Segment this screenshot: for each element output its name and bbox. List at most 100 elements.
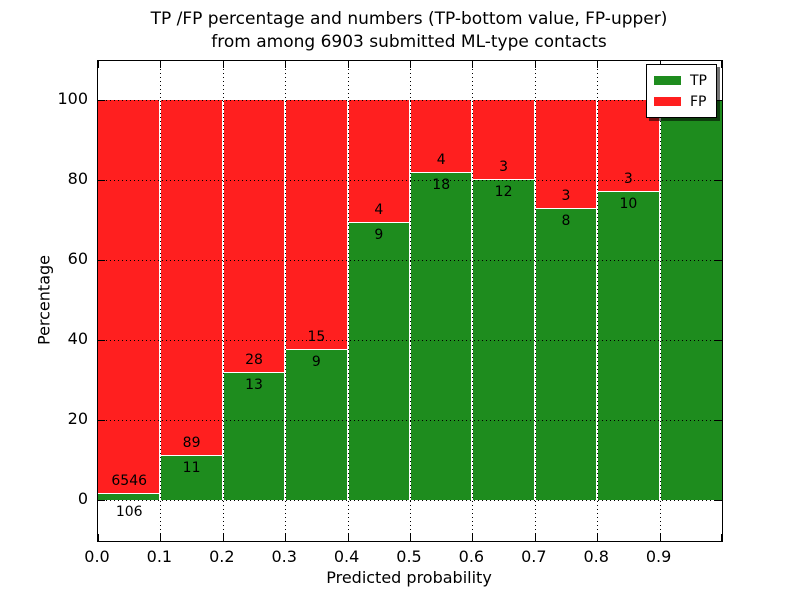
bar-segment-tp [222, 373, 286, 500]
y-tick-mark [98, 260, 105, 261]
fp-count-label: 4 [374, 202, 384, 219]
tp-count-label: 12 [494, 184, 513, 200]
y-tick-mark [98, 100, 105, 101]
bar-segment-tp [410, 172, 473, 500]
tp-count-label: 9 [374, 227, 384, 244]
tp-count-label: 10 [619, 196, 638, 213]
x-tick-mark [659, 534, 661, 541]
y-tick-mark [98, 340, 105, 341]
x-tick-mark-top [160, 61, 162, 68]
gridline-vertical [285, 61, 287, 541]
y-tick-mark-right [715, 100, 722, 101]
x-tick-label: 0.6 [458, 547, 485, 566]
fp-count-label: 6546 [111, 472, 148, 489]
fp-count-label: 4 [436, 151, 446, 168]
bar-segment-fp [98, 100, 161, 494]
y-tick-mark-right [715, 340, 722, 341]
plot-area: 654610689112813159494183123831012 [97, 60, 723, 542]
gridline-vertical [472, 61, 474, 541]
x-tick-mark-top [347, 61, 349, 68]
y-tick-mark [98, 420, 105, 421]
x-tick-mark [597, 534, 599, 541]
tp-count-label: 106 [115, 504, 143, 520]
x-tick-mark-top [285, 61, 287, 68]
x-tick-label: 0.0 [84, 547, 110, 566]
x-tick-mark [472, 534, 474, 541]
legend-entry-fp: FP [654, 91, 707, 112]
chart-title-line1: TP /FP percentage and numbers (TP-bottom… [150, 9, 668, 29]
bar-segment-fp [285, 100, 348, 350]
y-tick-mark [98, 180, 105, 181]
x-tick-mark-top [721, 61, 722, 68]
gridline-vertical [222, 61, 224, 541]
gridline-vertical [534, 61, 536, 541]
bar-segment-fp [534, 100, 598, 210]
y-tick-mark-right [715, 420, 722, 421]
y-tick-label: 80 [67, 169, 88, 188]
x-tick-mark-top [98, 61, 99, 68]
bar-segment-tp [659, 100, 722, 500]
y-tick-label: 100 [57, 89, 88, 108]
x-tick-label: 0.4 [333, 547, 360, 566]
x-tick-label: 0.9 [645, 547, 672, 566]
tp-count-label: 9 [311, 354, 321, 370]
gridline-vertical [160, 61, 162, 541]
bar-segment-tp [597, 192, 660, 500]
bar-segment-tp [534, 209, 598, 500]
chart-title-line2: from among 6903 submitted ML-type contac… [211, 32, 607, 52]
gridline-vertical [410, 61, 411, 541]
bar-segment-tp [98, 493, 161, 500]
x-tick-mark [222, 534, 224, 541]
legend: TP FP [646, 64, 717, 118]
bar-segment-tp [285, 350, 348, 500]
x-tick-mark [410, 534, 411, 541]
x-tick-label: 0.1 [146, 547, 173, 566]
legend-label-fp: FP [690, 93, 707, 110]
y-tick-label: 20 [67, 409, 88, 428]
x-tick-mark [98, 534, 99, 541]
fp-count-label: 3 [561, 188, 571, 205]
x-tick-mark [285, 534, 287, 541]
y-tick-label: 40 [67, 329, 88, 348]
tp-count-label: 8 [561, 213, 571, 230]
tp-count-label: 18 [432, 176, 451, 193]
x-tick-label: 0.2 [209, 547, 235, 566]
tp-count-label: 13 [245, 377, 263, 394]
x-tick-label: 0.5 [396, 547, 422, 566]
y-tick-label: 0 [77, 489, 88, 508]
tp-swatch-icon [654, 76, 681, 85]
x-tick-label: 0.7 [521, 547, 547, 566]
legend-entry-tp: TP [654, 70, 707, 91]
x-tick-mark-top [597, 61, 599, 68]
x-tick-mark [160, 534, 162, 541]
bar-segment-tp [160, 456, 223, 500]
bar-segment-fp [160, 100, 223, 456]
fp-count-label: 3 [623, 171, 633, 188]
chart-title: TP /FP percentage and numbers (TP-bottom… [97, 8, 721, 54]
fp-count-label: 89 [182, 435, 201, 451]
x-axis-label: Predicted probability [326, 568, 492, 587]
fp-count-label: 28 [245, 352, 263, 369]
x-tick-mark-top [534, 61, 536, 68]
legend-label-tp: TP [690, 72, 707, 89]
bar-segment-fp [347, 100, 410, 224]
fp-swatch-icon [654, 97, 681, 106]
gridline-vertical [659, 61, 661, 541]
y-tick-label: 60 [67, 249, 88, 268]
y-tick-mark-right [715, 180, 722, 181]
bar-segment-tp [347, 223, 410, 500]
y-tick-mark-right [715, 500, 722, 501]
x-tick-mark [534, 534, 536, 541]
bar-segment-fp [222, 100, 286, 374]
x-tick-mark-top [472, 61, 474, 68]
tp-count-label: 11 [182, 460, 201, 476]
bar-segment-fp [472, 100, 535, 180]
x-tick-mark [347, 534, 349, 541]
fp-count-label: 15 [307, 329, 326, 345]
x-tick-mark-top [222, 61, 224, 68]
x-tick-mark-top [410, 61, 411, 68]
gridline-vertical [597, 61, 599, 541]
bar-segment-fp [410, 100, 473, 173]
x-tick-label: 0.8 [583, 547, 609, 566]
